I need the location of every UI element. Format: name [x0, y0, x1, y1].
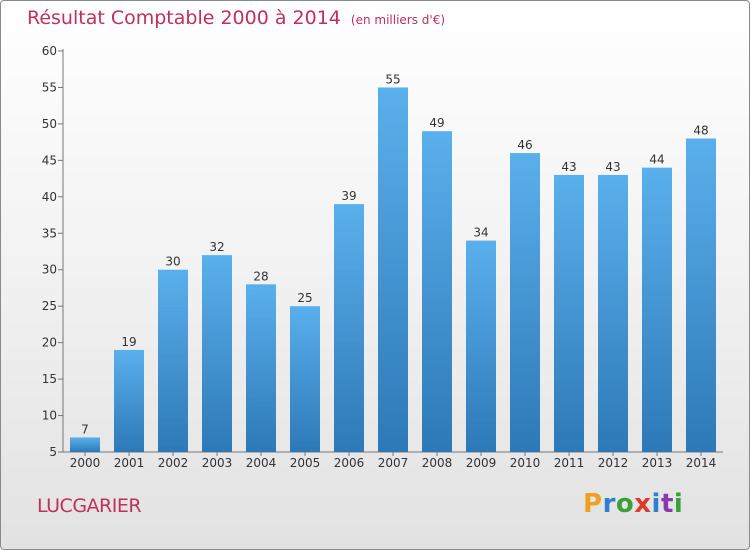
- logo-letter: o: [615, 489, 635, 519]
- data-label: 43: [561, 160, 576, 174]
- data-label: 48: [693, 123, 708, 137]
- y-tick-label: 25: [42, 299, 57, 313]
- y-tick-label: 5: [49, 445, 57, 459]
- x-tick-label: 2014: [686, 456, 717, 470]
- y-tick-label: 50: [42, 117, 57, 131]
- commune-name: LUCGARIER: [37, 495, 142, 517]
- bar: [202, 255, 232, 452]
- y-tick-label: 20: [42, 336, 57, 350]
- bar: [378, 87, 408, 453]
- x-tick-label: 2007: [378, 456, 409, 470]
- x-tick-label: 2012: [598, 456, 629, 470]
- y-tick-label: 15: [42, 372, 57, 386]
- bar: [70, 437, 100, 452]
- data-label: 55: [385, 72, 400, 86]
- bar: [422, 131, 452, 452]
- y-tick-label: 60: [42, 44, 57, 58]
- bar: [642, 167, 672, 452]
- bar: [114, 349, 144, 452]
- x-tick-label: 2000: [70, 456, 101, 470]
- logo-letter: t: [660, 489, 674, 519]
- data-label: 44: [649, 153, 664, 167]
- logo-letter: P: [583, 489, 603, 519]
- x-tick-label: 2006: [334, 456, 365, 470]
- bar: [158, 269, 188, 452]
- x-tick-label: 2005: [290, 456, 321, 470]
- x-tick-label: 2001: [114, 456, 145, 470]
- bar: [466, 240, 496, 452]
- data-label: 7: [81, 422, 89, 436]
- data-label: 28: [253, 269, 268, 283]
- y-tick-label: 10: [42, 409, 57, 423]
- data-label: 25: [297, 291, 312, 305]
- y-tick-label: 30: [42, 263, 57, 277]
- y-tick-label: 45: [42, 153, 57, 167]
- bar: [510, 153, 540, 452]
- y-tick-label: 40: [42, 190, 57, 204]
- data-label: 32: [209, 240, 224, 254]
- chart-title-text: Résultat Comptable 2000 à 2014: [27, 7, 341, 29]
- logo-letter: i: [651, 489, 661, 519]
- logo-letter: i: [673, 489, 684, 519]
- bar: [334, 204, 364, 452]
- data-label: 49: [429, 116, 444, 130]
- logo-letter: x: [634, 489, 652, 519]
- bar: [598, 174, 628, 453]
- chart-subtitle: (en milliers d'€): [350, 13, 446, 27]
- proxiti-logo[interactable]: Proxiti: [583, 489, 683, 519]
- data-label: 30: [165, 255, 180, 269]
- bar: [686, 138, 716, 452]
- bar: [246, 284, 276, 452]
- x-tick-label: 2004: [246, 456, 277, 470]
- x-tick-label: 2011: [554, 456, 585, 470]
- x-tick-label: 2009: [466, 456, 497, 470]
- x-tick-label: 2002: [158, 456, 189, 470]
- x-tick-label: 2003: [202, 456, 233, 470]
- bar: [290, 306, 320, 452]
- data-label: 19: [121, 335, 136, 349]
- y-tick-label: 35: [42, 226, 57, 240]
- data-label: 39: [341, 189, 356, 203]
- x-tick-label: 2013: [642, 456, 673, 470]
- data-label: 46: [517, 138, 532, 152]
- y-tick-label: 55: [42, 80, 57, 94]
- x-tick-label: 2010: [510, 456, 541, 470]
- chart-title: Résultat Comptable 2000 à 2014 (en millie…: [27, 7, 445, 29]
- x-tick-label: 2008: [422, 456, 453, 470]
- bar: [554, 174, 584, 453]
- data-label: 34: [473, 226, 488, 240]
- data-label: 43: [605, 160, 620, 174]
- logo-letter: r: [602, 489, 616, 519]
